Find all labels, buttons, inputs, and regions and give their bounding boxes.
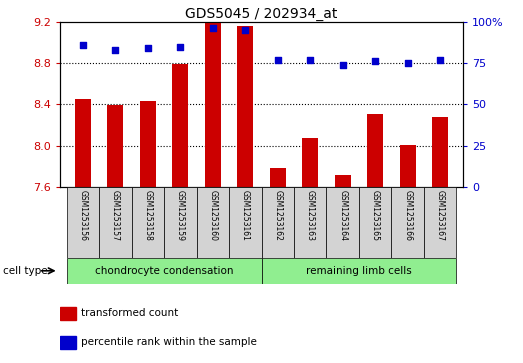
Bar bbox=[197, 187, 229, 258]
Bar bbox=[326, 187, 359, 258]
Bar bbox=[107, 105, 123, 187]
Text: GSM1253164: GSM1253164 bbox=[338, 191, 347, 241]
Text: GSM1253165: GSM1253165 bbox=[371, 191, 380, 241]
Text: transformed count: transformed count bbox=[81, 309, 178, 318]
Text: cell type: cell type bbox=[3, 266, 47, 276]
Bar bbox=[66, 258, 262, 284]
Text: chondrocyte condensation: chondrocyte condensation bbox=[95, 266, 233, 276]
Point bbox=[144, 45, 152, 51]
Bar bbox=[270, 168, 286, 187]
Text: GSM1253156: GSM1253156 bbox=[78, 191, 87, 241]
Text: GSM1253162: GSM1253162 bbox=[273, 191, 282, 241]
Text: GSM1253167: GSM1253167 bbox=[436, 191, 445, 241]
Bar bbox=[335, 175, 351, 187]
Bar bbox=[262, 258, 457, 284]
Bar bbox=[237, 26, 253, 187]
Bar bbox=[172, 64, 188, 187]
Bar bbox=[99, 187, 132, 258]
Bar bbox=[294, 187, 326, 258]
Point bbox=[371, 58, 379, 64]
Point bbox=[436, 57, 445, 63]
Bar bbox=[424, 187, 457, 258]
Text: GSM1253160: GSM1253160 bbox=[208, 191, 217, 241]
Point bbox=[241, 27, 249, 33]
Bar bbox=[359, 187, 391, 258]
Point bbox=[338, 62, 347, 68]
Text: remaining limb cells: remaining limb cells bbox=[306, 266, 412, 276]
Bar bbox=[60, 307, 76, 320]
Point bbox=[403, 60, 412, 66]
Point bbox=[111, 47, 120, 53]
Text: GSM1253166: GSM1253166 bbox=[403, 191, 412, 241]
Point bbox=[176, 44, 185, 49]
Bar bbox=[164, 187, 197, 258]
Bar bbox=[140, 101, 156, 187]
Bar bbox=[432, 117, 448, 187]
Point bbox=[78, 42, 87, 48]
Bar bbox=[132, 187, 164, 258]
Bar bbox=[66, 187, 99, 258]
Bar bbox=[60, 336, 76, 348]
Bar bbox=[367, 114, 383, 187]
Bar bbox=[302, 138, 319, 187]
Bar bbox=[229, 187, 262, 258]
Title: GDS5045 / 202934_at: GDS5045 / 202934_at bbox=[185, 7, 338, 21]
Text: GSM1253158: GSM1253158 bbox=[143, 191, 152, 241]
Text: GSM1253161: GSM1253161 bbox=[241, 191, 250, 241]
Point bbox=[306, 57, 314, 63]
Text: GSM1253163: GSM1253163 bbox=[306, 191, 315, 241]
Text: GSM1253157: GSM1253157 bbox=[111, 191, 120, 241]
Bar bbox=[262, 187, 294, 258]
Bar bbox=[391, 187, 424, 258]
Point bbox=[209, 25, 217, 31]
Point bbox=[274, 57, 282, 63]
Text: percentile rank within the sample: percentile rank within the sample bbox=[81, 337, 257, 347]
Bar bbox=[204, 23, 221, 187]
Bar bbox=[400, 144, 416, 187]
Bar bbox=[75, 99, 91, 187]
Text: GSM1253159: GSM1253159 bbox=[176, 191, 185, 241]
